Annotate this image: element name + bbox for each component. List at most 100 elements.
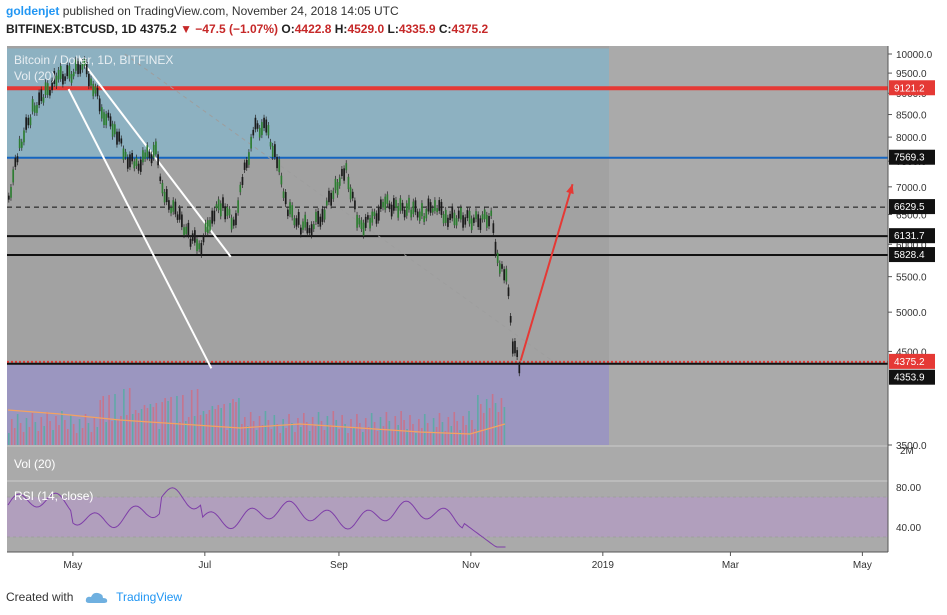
volume-bar bbox=[320, 421, 323, 445]
volume-bar bbox=[258, 416, 261, 445]
volume-bar bbox=[406, 429, 408, 445]
candle-body bbox=[509, 316, 512, 323]
candle-body bbox=[254, 117, 257, 130]
candle-body bbox=[256, 123, 259, 129]
volume-bar bbox=[291, 423, 293, 445]
y-tick-label: 8500.0 bbox=[896, 111, 927, 122]
candle-body bbox=[189, 238, 192, 247]
candle-body bbox=[507, 287, 510, 297]
y-tick-label: 5000.0 bbox=[896, 308, 927, 319]
volume-bar bbox=[465, 425, 467, 445]
candle-body bbox=[405, 203, 408, 216]
candle-body bbox=[170, 207, 172, 214]
candle-body bbox=[501, 264, 503, 269]
volume-bar bbox=[90, 432, 93, 445]
candle-body bbox=[252, 129, 255, 136]
candle-body bbox=[263, 117, 265, 129]
candle-body bbox=[367, 215, 369, 220]
candle-body bbox=[126, 157, 129, 169]
candle-body bbox=[362, 222, 365, 236]
arrow-head bbox=[566, 184, 574, 195]
candle-body bbox=[293, 218, 296, 226]
volume-bar bbox=[497, 412, 500, 445]
volume-bar bbox=[155, 403, 158, 445]
volume-bar bbox=[108, 395, 110, 445]
candle-body bbox=[237, 200, 239, 213]
price-level-badge bbox=[889, 228, 935, 244]
tradingview-brand[interactable]: TradingView bbox=[116, 590, 183, 604]
close-value-ohlc: 4375.2 bbox=[451, 22, 489, 36]
candle-body bbox=[64, 76, 66, 81]
candle-body bbox=[94, 86, 97, 94]
down-triangle-icon: ▼ bbox=[180, 22, 192, 36]
candle-body bbox=[183, 227, 185, 236]
author-name[interactable]: goldenjet bbox=[6, 4, 60, 18]
candle-body bbox=[59, 65, 62, 79]
volume-bar bbox=[344, 424, 346, 445]
volume-bar bbox=[303, 413, 305, 445]
volume-bar bbox=[477, 395, 479, 445]
volume-bar bbox=[482, 413, 485, 445]
candle-body bbox=[360, 220, 363, 229]
candle-body bbox=[276, 157, 278, 169]
volume-bar bbox=[447, 417, 450, 445]
candle-body bbox=[384, 196, 387, 210]
volume-bar bbox=[279, 433, 281, 445]
candle-body bbox=[358, 218, 361, 225]
volume-bar bbox=[111, 421, 113, 445]
volume-bar bbox=[246, 426, 249, 445]
candle-body bbox=[198, 243, 201, 250]
candle-body bbox=[380, 199, 382, 209]
candle-body bbox=[475, 211, 477, 220]
publish-text: published on TradingView.com, November 2… bbox=[62, 4, 399, 18]
candle-body bbox=[107, 112, 110, 118]
candle-body bbox=[27, 117, 30, 126]
candle-body bbox=[75, 59, 77, 71]
volume-bar bbox=[462, 416, 464, 445]
volume-bar bbox=[58, 425, 60, 445]
candle-body bbox=[278, 159, 281, 173]
volume-bar bbox=[84, 414, 87, 445]
volume-bar bbox=[426, 423, 429, 445]
candle-body bbox=[304, 214, 307, 228]
candle-body bbox=[297, 212, 300, 225]
volume-bar bbox=[164, 398, 166, 445]
candle-body bbox=[96, 87, 99, 97]
candle-body bbox=[36, 104, 38, 113]
candle-body bbox=[139, 159, 142, 172]
candle-body bbox=[8, 195, 10, 200]
rsi-tick-label: 40.00 bbox=[896, 523, 921, 534]
candle-body bbox=[481, 214, 484, 220]
candle-body bbox=[178, 208, 181, 220]
candle-body bbox=[133, 161, 136, 169]
candle-body bbox=[494, 241, 497, 255]
candle-body bbox=[228, 209, 231, 216]
volume-bar bbox=[49, 421, 51, 445]
candle-body bbox=[271, 145, 274, 157]
candle-body bbox=[46, 83, 49, 95]
candle-body bbox=[196, 239, 198, 252]
volume-bar bbox=[323, 430, 326, 445]
volume-bar bbox=[117, 420, 119, 445]
candle-body bbox=[274, 144, 276, 158]
candle-body bbox=[219, 203, 222, 217]
candle-body bbox=[503, 269, 506, 281]
candle-body bbox=[98, 98, 101, 112]
volume-bar bbox=[308, 431, 311, 445]
volume-bar bbox=[488, 408, 491, 445]
candle-body bbox=[161, 182, 164, 194]
volume-bar bbox=[347, 433, 349, 445]
volume-bar bbox=[252, 421, 255, 445]
candle-body bbox=[397, 206, 400, 218]
volume-bar bbox=[356, 414, 358, 445]
channel-line bbox=[67, 88, 213, 369]
volume-bar bbox=[123, 389, 125, 445]
candle-body bbox=[349, 187, 352, 200]
candle-body bbox=[496, 252, 499, 264]
candle-body bbox=[42, 97, 45, 103]
candle-body bbox=[401, 202, 404, 211]
close-value: 4375.2 bbox=[140, 22, 177, 36]
candle-body bbox=[187, 222, 190, 236]
volume-bar bbox=[367, 427, 370, 445]
